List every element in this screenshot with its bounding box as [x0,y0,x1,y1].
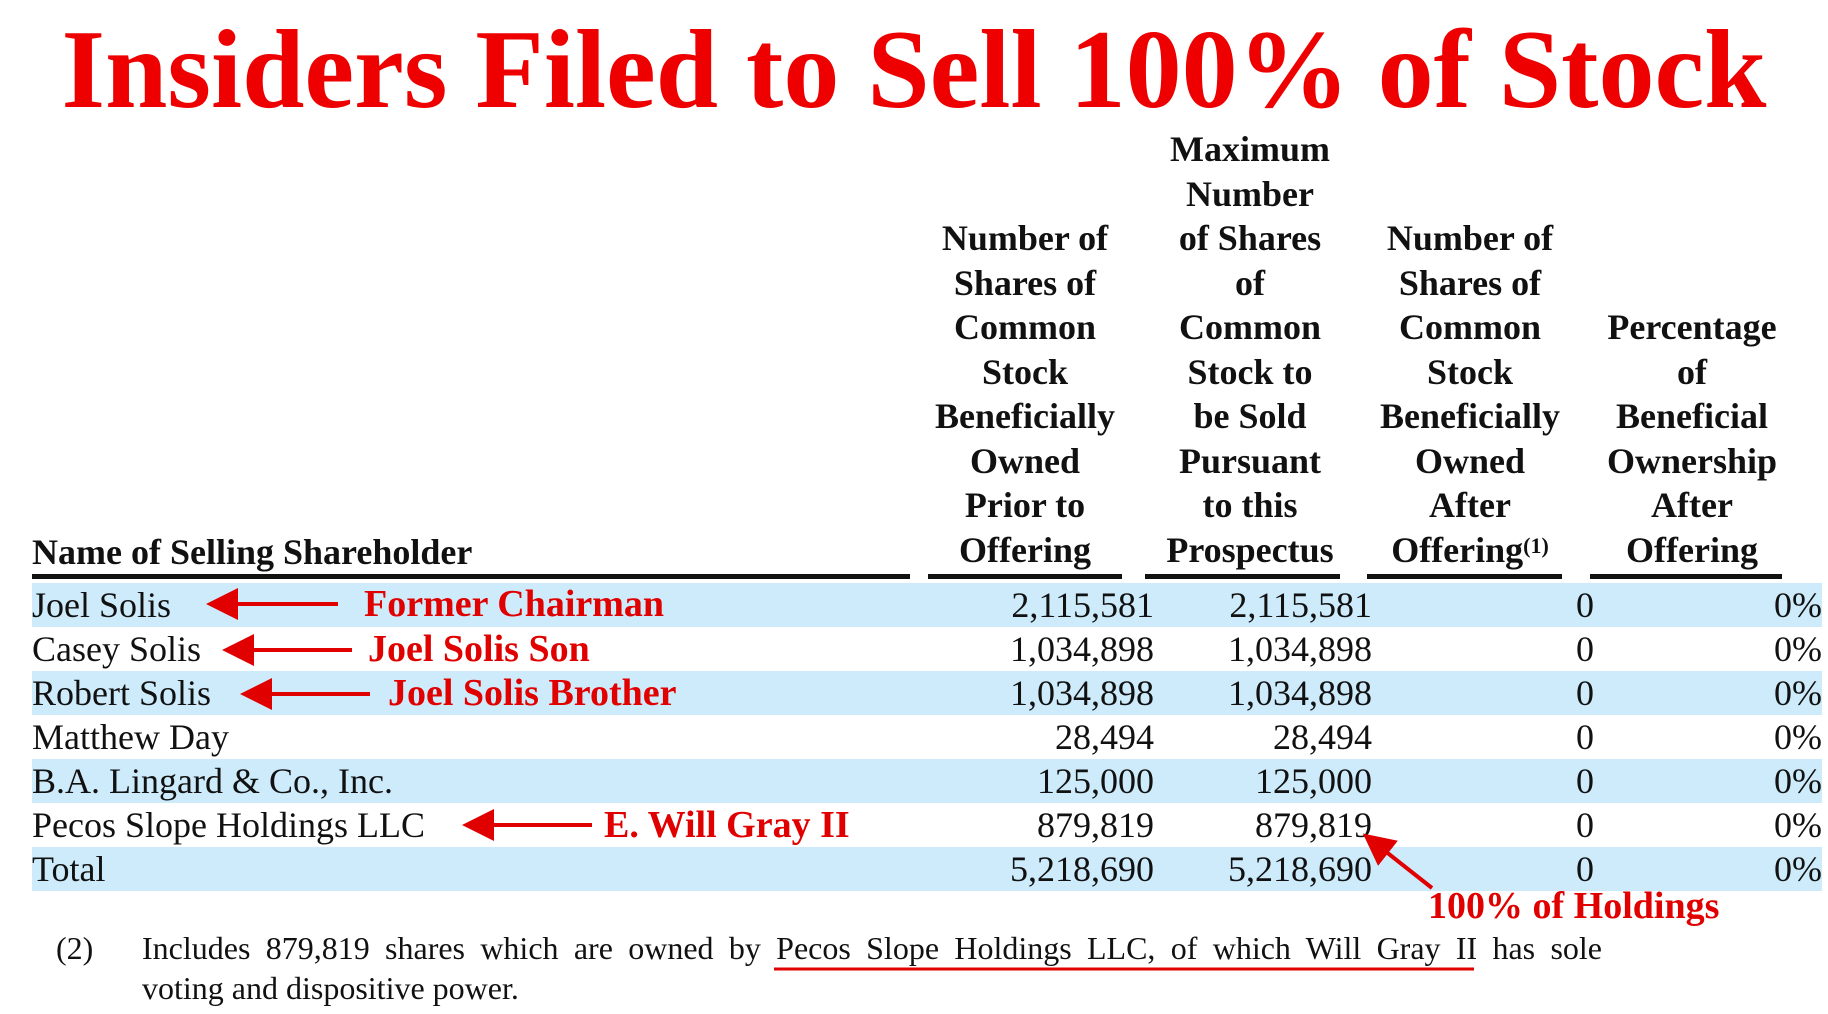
row-pct: 0% [1774,717,1822,757]
header-line: Offering(1) [1391,529,1549,570]
row-sold: 28,494 [1273,717,1372,757]
header-line: Shares of [953,262,1097,303]
table-row-total: Total 5,218,690 5,218,690 0 0% [32,847,1822,891]
table-row: Pecos Slope Holdings LLC 879,819 879,819… [32,803,1822,847]
row-prior: 5,218,690 [1010,849,1154,889]
header-line: Number [1186,173,1314,214]
table-row: Matthew Day 28,494 28,494 0 0% [32,715,1822,759]
header-rule-pct [1590,574,1782,579]
row-name: B.A. Lingard & Co., Inc. [32,761,393,801]
annotation-will-gray: E. Will Gray II [604,804,850,846]
row-name: Pecos Slope Holdings LLC [32,805,425,845]
row-after: 0 [1576,761,1594,801]
header-line: After [1651,485,1733,525]
row-prior: 879,819 [1037,805,1154,845]
header-line: Shares of [1398,262,1542,303]
row-name: Total [32,849,106,889]
header-line: Common [1179,307,1321,347]
header-name: Name of Selling Shareholder [32,532,473,572]
table-row: Casey Solis 1,034,898 1,034,898 0 0% [32,627,1822,671]
row-name: Matthew Day [32,717,229,757]
header-line: Beneficially [935,396,1115,436]
arrow-holdings [1362,833,1434,890]
row-after: 0 [1576,585,1594,625]
header-line: Beneficial [1616,396,1768,436]
row-after: 0 [1576,805,1594,845]
header-line: Stock to [1187,351,1313,392]
row-prior: 125,000 [1037,761,1154,801]
header-rule-prior [928,574,1122,579]
row-prior: 2,115,581 [1011,585,1154,625]
header-line: Number of [1386,218,1554,258]
annotation-former-chairman: Former Chairman [364,583,665,625]
row-name: Robert Solis [32,673,212,713]
header-line: Offering [1626,529,1758,570]
annotation-brother: Joel Solis Brother [388,672,677,714]
footnote-marker: (1) [1523,532,1549,558]
header-line: Owned [969,440,1081,481]
row-pct: 0% [1774,673,1822,713]
footnote-text: Includes 879,819 shares which are owned … [142,928,1602,1008]
header-line: After [1429,485,1511,525]
header-rule-sold [1145,574,1340,579]
header-line: Ownership [1606,440,1778,481]
row-prior: 28,494 [1055,717,1154,757]
page-title: Insiders Filed to Sell 100% of Stock [61,8,1767,132]
header-line: Common [954,307,1096,347]
header-line: Maximum [1170,129,1330,169]
header-line: Prior to [964,485,1086,525]
row-after: 0 [1576,849,1594,889]
header-line: of [1677,351,1707,392]
header-line: Stock [1426,351,1513,392]
row-pct: 0% [1774,585,1822,625]
row-sold: 125,000 [1255,761,1372,801]
header-line: Beneficially [1380,396,1560,436]
header-rule-name [32,574,910,579]
header-line: Pursuant [1178,440,1322,481]
row-sold: 879,819 [1255,805,1372,845]
header-line: Owned [1414,440,1526,481]
header-line: Prospectus [1166,529,1334,570]
row-pct: 0% [1774,805,1822,845]
row-sold: 1,034,898 [1228,673,1372,713]
header-line: to this [1202,485,1298,525]
row-sold: 5,218,690 [1228,849,1372,889]
footnote-number: (2) [56,930,94,966]
header-rule-after [1367,574,1562,579]
row-prior: 1,034,898 [1010,629,1154,669]
header-line: Offering [959,529,1091,570]
row-sold: 1,034,898 [1228,629,1372,669]
row-after: 0 [1576,629,1594,669]
row-name: Joel Solis [32,585,172,625]
header-line: of Shares [1178,218,1322,258]
header-line: Common [1399,307,1541,347]
annotation-100-holdings: 100% of Holdings [1428,885,1720,927]
row-name: Casey Solis [32,629,202,669]
header-line: Stock [981,351,1068,392]
footnote-line-1: Includes 879,819 shares which are owned … [142,930,1602,966]
header-line: Percentage [1607,307,1777,347]
annotation-son: Joel Solis Son [368,628,590,670]
header-after-offering: Number of Shares of Common Stock Beneficiall… [1360,216,1580,572]
table-row: B.A. Lingard & Co., Inc. 125,000 125,000… [32,759,1822,803]
header-line: of [1235,262,1265,303]
row-pct: 0% [1774,849,1822,889]
row-after: 0 [1576,717,1594,757]
header-max-sold: Maximum Number of Shares of Common Stock to be… [1140,127,1360,572]
row-sold: 2,115,581 [1229,585,1372,625]
header-line: Number of [941,218,1109,258]
row-pct: 0% [1774,629,1822,669]
header-prior-offering: Number of Shares of Common Stock Beneficiall… [920,216,1130,572]
row-after: 0 [1576,673,1594,713]
footnote-line-2: voting and dispositive power. [142,970,519,1006]
row-pct: 0% [1774,761,1822,801]
header-line: be Sold [1193,396,1307,436]
header-percentage: Percentage of Beneficial Ownership After Offe… [1582,305,1802,572]
row-prior: 1,034,898 [1010,673,1154,713]
